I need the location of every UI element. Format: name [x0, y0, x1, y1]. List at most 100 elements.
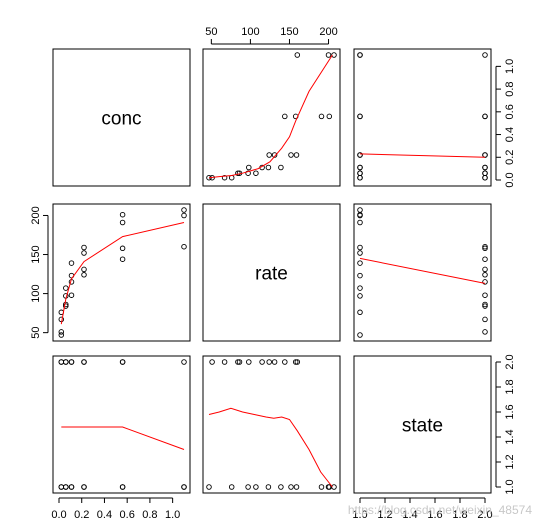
tick-label-right-conc-3: 0.6 [504, 104, 516, 119]
smooth-line-rate-vs-conc [60, 222, 185, 325]
point-conc-vs-state-5 [357, 164, 363, 171]
point-rate-vs-state-5 [357, 260, 363, 266]
point-conc-vs-state-15 [482, 170, 488, 176]
point-state-vs-rate-13 [209, 359, 215, 365]
point-state-vs-rate-7 [288, 484, 294, 490]
point-conc-vs-rate-20 [282, 113, 288, 120]
point-state-vs-rate-12 [221, 359, 228, 365]
point-conc-vs-rate-3 [253, 170, 259, 176]
point-state-vs-rate-8 [318, 484, 325, 490]
point-conc-vs-rate-2 [245, 170, 251, 176]
point-state-vs-conc-13 [58, 359, 65, 365]
point-conc-vs-state-19 [482, 152, 488, 158]
point-rate-vs-conc-18 [81, 266, 87, 273]
point-rate-vs-state-6 [357, 244, 363, 251]
point-state-vs-conc-11 [181, 484, 187, 490]
point-rate-vs-state-21 [482, 245, 488, 252]
point-conc-vs-rate-6 [293, 152, 300, 158]
point-conc-vs-state-1 [357, 174, 363, 181]
variable-label-rate: rate [255, 264, 288, 285]
point-conc-vs-rate-9 [326, 113, 333, 120]
point-state-vs-conc-21 [119, 359, 126, 365]
point-rate-vs-state-4 [357, 272, 363, 279]
tick-label-right-conc-5: 1.0 [504, 59, 516, 74]
point-state-vs-rate-20 [282, 359, 288, 365]
point-state-vs-rate-19 [266, 359, 272, 365]
point-rate-vs-state-2 [357, 293, 363, 299]
point-rate-vs-conc-10 [181, 207, 187, 213]
panel-frame-conc-state [353, 48, 492, 187]
point-rate-vs-state-19 [482, 272, 488, 278]
point-rate-vs-state-11 [357, 212, 363, 219]
point-state-vs-rate-0 [228, 484, 235, 490]
point-rate-vs-conc-11 [181, 212, 187, 219]
point-conc-vs-rate-4 [265, 164, 272, 171]
point-rate-vs-state-12 [482, 316, 488, 323]
point-rate-vs-conc-7 [81, 250, 87, 256]
point-state-vs-rate-5 [278, 484, 284, 490]
panel-frame-state-conc [52, 355, 191, 494]
point-rate-vs-state-13 [482, 329, 488, 335]
point-state-vs-conc-9 [119, 484, 126, 490]
point-conc-vs-rate-18 [271, 152, 278, 158]
point-state-vs-rate-16 [246, 359, 252, 365]
variable-label-conc: conc [101, 109, 141, 130]
point-state-vs-rate-6 [293, 484, 300, 490]
point-conc-vs-state-3 [357, 170, 363, 176]
point-state-vs-rate-14 [235, 359, 241, 365]
point-rate-vs-state-1 [357, 332, 363, 338]
tick-label-left-rate-3: 200 [30, 206, 42, 224]
point-rate-vs-conc-21 [119, 245, 126, 252]
tick-label-bottom-conc-0: 0.0 [51, 509, 66, 521]
point-rate-vs-conc-19 [81, 272, 87, 278]
point-conc-vs-rate-7 [288, 152, 294, 158]
point-rate-vs-state-20 [482, 256, 488, 262]
tick-label-top-rate-3: 200 [319, 26, 337, 38]
point-conc-vs-state-17 [482, 164, 488, 171]
point-conc-vs-state-22 [482, 52, 488, 58]
point-conc-vs-rate-19 [266, 152, 272, 158]
tick-label-right-conc-4: 0.8 [504, 81, 516, 96]
point-rate-vs-conc-22 [181, 243, 187, 250]
tick-label-right-conc-2: 0.4 [504, 127, 516, 142]
point-rate-vs-conc-15 [63, 301, 69, 308]
point-conc-vs-rate-16 [246, 164, 252, 171]
tick-label-right-conc-0: 0.0 [504, 172, 516, 187]
smooth-line-rate-vs-state [359, 257, 486, 284]
point-state-vs-rate-18 [271, 359, 278, 365]
point-rate-vs-state-10 [357, 207, 363, 213]
point-state-vs-conc-5 [68, 484, 75, 490]
point-rate-vs-conc-8 [119, 219, 126, 226]
panel-frame-state-state [353, 355, 492, 494]
variable-label-state: state [402, 416, 443, 437]
panel-frame-rate-rate [202, 203, 341, 342]
point-state-vs-rate-10 [331, 484, 337, 490]
tick-label-right-state-2: 1.4 [504, 429, 516, 444]
point-state-vs-rate-3 [253, 484, 259, 490]
point-rate-vs-conc-16 [68, 292, 75, 298]
point-rate-vs-state-15 [482, 301, 488, 308]
tick-label-bottom-state-5: 2.0 [477, 509, 492, 521]
point-state-vs-conc-22 [181, 359, 187, 365]
tick-label-right-conc-1: 0.2 [504, 150, 516, 165]
point-rate-vs-state-0 [357, 309, 363, 316]
point-rate-vs-state-17 [482, 279, 488, 285]
point-rate-vs-state-18 [482, 266, 488, 273]
tick-label-left-rate-0: 50 [30, 327, 42, 339]
panel-frame-rate-state [353, 203, 492, 342]
tick-label-right-state-5: 2.0 [504, 354, 516, 369]
tick-label-right-state-4: 1.8 [504, 379, 516, 394]
tick-label-bottom-state-0: 1.0 [352, 509, 367, 521]
point-rate-vs-state-16 [482, 292, 488, 298]
point-conc-vs-rate-11 [325, 52, 332, 58]
tick-label-bottom-state-4: 1.8 [452, 509, 467, 521]
point-state-vs-rate-2 [245, 484, 251, 490]
point-state-vs-rate-21 [292, 359, 299, 365]
point-rate-vs-conc-6 [81, 244, 87, 251]
point-state-vs-rate-22 [294, 359, 301, 365]
point-conc-vs-state-13 [482, 174, 488, 181]
point-state-vs-rate-11 [325, 484, 332, 490]
point-state-vs-conc-15 [63, 359, 69, 365]
tick-label-right-state-3: 1.6 [504, 404, 516, 419]
